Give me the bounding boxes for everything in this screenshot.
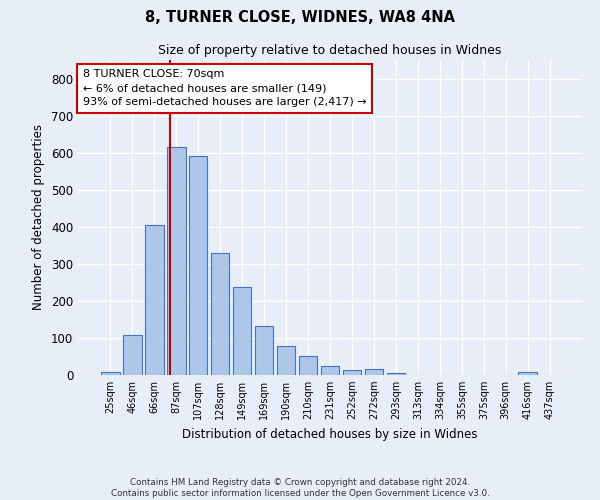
Bar xyxy=(518,372,537,375)
Bar xyxy=(320,366,340,375)
X-axis label: Distribution of detached houses by size in Widnes: Distribution of detached houses by size … xyxy=(182,428,478,440)
Text: 8 TURNER CLOSE: 70sqm
← 6% of detached houses are smaller (149)
93% of semi-deta: 8 TURNER CLOSE: 70sqm ← 6% of detached h… xyxy=(83,70,367,108)
Bar xyxy=(343,370,361,375)
Bar xyxy=(145,225,164,375)
Y-axis label: Number of detached properties: Number of detached properties xyxy=(32,124,46,310)
Text: 8, TURNER CLOSE, WIDNES, WA8 4NA: 8, TURNER CLOSE, WIDNES, WA8 4NA xyxy=(145,10,455,25)
Bar xyxy=(233,287,251,375)
Bar xyxy=(211,252,229,375)
Bar xyxy=(299,356,317,375)
Text: Contains HM Land Registry data © Crown copyright and database right 2024.
Contai: Contains HM Land Registry data © Crown c… xyxy=(110,478,490,498)
Bar xyxy=(365,369,383,375)
Bar xyxy=(386,373,405,375)
Bar xyxy=(189,156,208,375)
Title: Size of property relative to detached houses in Widnes: Size of property relative to detached ho… xyxy=(158,44,502,58)
Bar xyxy=(255,326,274,375)
Bar xyxy=(167,147,185,375)
Bar xyxy=(101,372,119,375)
Bar xyxy=(277,346,295,375)
Bar xyxy=(123,336,142,375)
